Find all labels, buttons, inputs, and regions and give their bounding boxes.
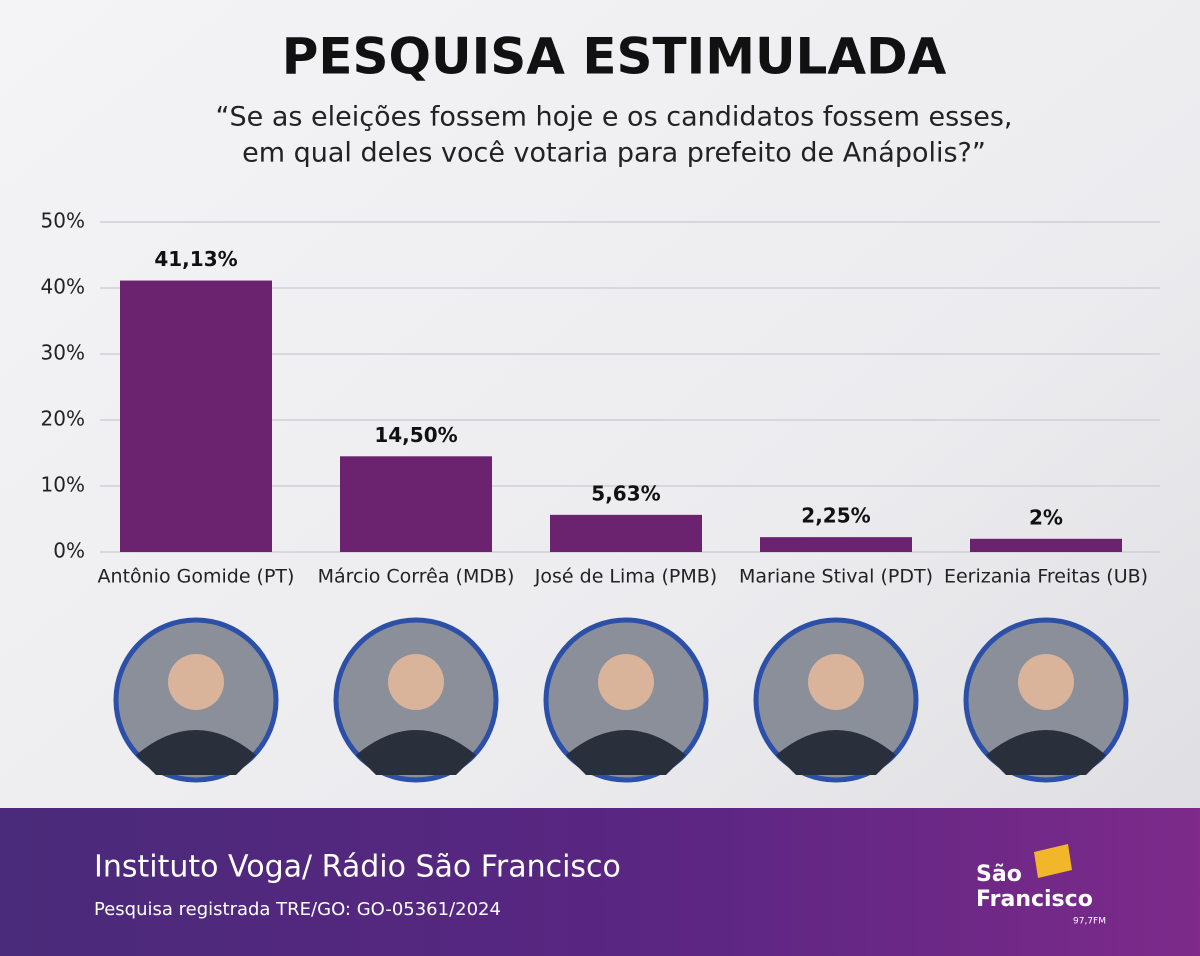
data-label: 41,13% bbox=[154, 247, 237, 271]
footer-source: Instituto Voga/ Rádio São Francisco bbox=[94, 850, 621, 885]
y-tick-label: 50% bbox=[41, 209, 85, 233]
photo-body bbox=[136, 730, 256, 775]
photo-head bbox=[168, 654, 224, 710]
photo-head bbox=[388, 654, 444, 710]
y-tick-label: 0% bbox=[53, 539, 85, 563]
x-tick-label: Márcio Corrêa (MDB) bbox=[318, 566, 515, 588]
photo-body bbox=[356, 730, 476, 775]
photo-head bbox=[598, 654, 654, 710]
chart-subtitle: “Se as eleições fossem hoje e os candida… bbox=[216, 102, 1013, 133]
bar bbox=[340, 456, 492, 552]
data-label: 2,25% bbox=[801, 504, 870, 528]
x-tick-label: Eerizania Freitas (UB) bbox=[944, 566, 1148, 588]
chart-title: PESQUISA ESTIMULADA bbox=[282, 28, 947, 86]
logo-text: São bbox=[976, 862, 1022, 887]
bar bbox=[760, 537, 912, 552]
data-label: 2% bbox=[1029, 505, 1063, 529]
bar bbox=[120, 280, 272, 552]
bar bbox=[550, 514, 702, 552]
photo-body bbox=[776, 730, 896, 775]
data-label: 5,63% bbox=[591, 481, 660, 505]
photo-body bbox=[986, 730, 1106, 775]
y-tick-label: 30% bbox=[41, 341, 85, 365]
logo-text: Francisco bbox=[976, 887, 1093, 912]
y-tick-label: 10% bbox=[41, 473, 85, 497]
chart-subtitle: em qual deles você votaria para prefeito… bbox=[242, 138, 986, 169]
bar bbox=[970, 538, 1122, 552]
x-tick-label: Antônio Gomide (PT) bbox=[98, 566, 295, 588]
photo-body bbox=[566, 730, 686, 775]
footer-band bbox=[0, 808, 1200, 956]
photos bbox=[113, 617, 1129, 783]
x-tick-label: José de Lima (PMB) bbox=[534, 566, 717, 588]
logo-icon bbox=[1034, 844, 1072, 878]
logo-frequency: 97,7FM bbox=[1073, 917, 1106, 927]
data-label: 14,50% bbox=[374, 423, 457, 447]
footer-registration: Pesquisa registrada TRE/GO: GO-05361/202… bbox=[94, 899, 501, 920]
y-tick-label: 40% bbox=[41, 275, 85, 299]
x-tick-label: Mariane Stival (PDT) bbox=[739, 566, 933, 588]
photo-head bbox=[808, 654, 864, 710]
photo-head bbox=[1018, 654, 1074, 710]
y-tick-label: 20% bbox=[41, 407, 85, 431]
